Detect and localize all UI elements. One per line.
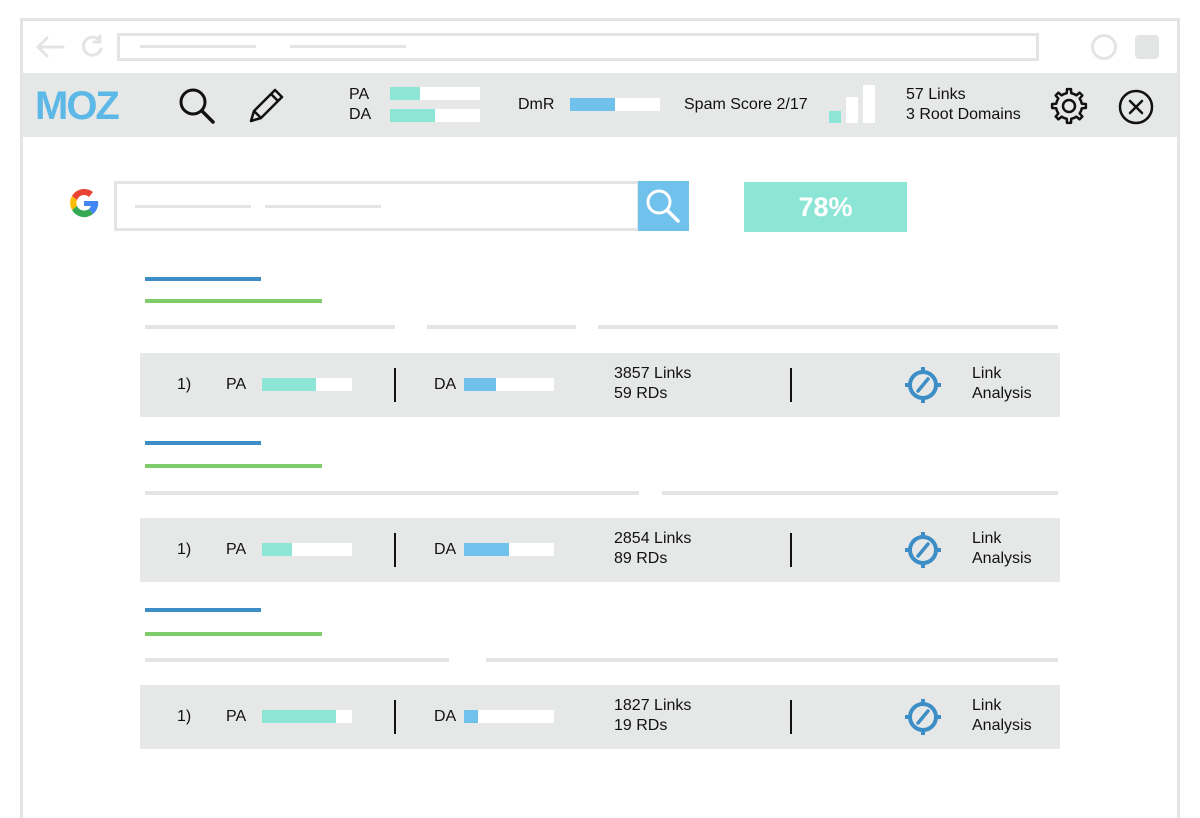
result-da-bar-fill [464, 710, 478, 723]
divider [394, 533, 396, 567]
spam-score-label: Spam Score 2/17 [684, 96, 808, 113]
result-metrics-row: 1) PA DA 1827 Links 19 RDs Link Analysis [140, 685, 1060, 749]
close-circle-icon[interactable] [1117, 88, 1155, 126]
link-analysis-target-icon[interactable] [904, 531, 942, 569]
result-da-bar [464, 710, 554, 723]
result-snippet-line [427, 325, 576, 329]
result-rank: 1) [177, 376, 192, 393]
result-pa-bar [262, 543, 352, 556]
result-pa-bar [262, 710, 352, 723]
refresh-icon[interactable] [79, 34, 105, 60]
result-title-line[interactable] [145, 608, 261, 612]
result-pa-label: PA [226, 541, 247, 558]
search-placeholder-line [135, 205, 251, 208]
link-analysis-target-icon[interactable] [904, 366, 942, 404]
toolbar-links-label: 57 Links [906, 86, 966, 103]
moz-toolbar: MOZ PA DA DmR Spam Score 2/17 [23, 73, 1177, 137]
divider [790, 533, 792, 567]
search-input[interactable] [114, 181, 640, 231]
result-url-line[interactable] [145, 464, 322, 468]
divider [394, 368, 396, 402]
result-snippet-line [598, 325, 1058, 329]
result-links: 2854 Links [614, 530, 692, 547]
result-links: 3857 Links [614, 365, 692, 382]
divider [790, 368, 792, 402]
result-pa-bar-fill [262, 710, 336, 723]
link-analysis-target-icon[interactable] [904, 698, 942, 736]
link-analysis-label[interactable]: Analysis [972, 550, 1032, 567]
moz-logo: MOZ [35, 87, 121, 123]
result-da-bar-fill [464, 378, 496, 391]
link-analysis-label[interactable]: Link [972, 365, 1002, 382]
toolbar-pa-label: PA [349, 86, 370, 103]
score-badge: 78% [744, 182, 907, 232]
window-circle-button[interactable] [1091, 34, 1117, 60]
spam-score-bar-3 [863, 85, 875, 123]
result-da-label: DA [434, 376, 457, 393]
result-pa-label: PA [226, 376, 247, 393]
spam-score-bar-1 [829, 111, 841, 123]
result-snippet-line [145, 658, 449, 662]
arrow-left-icon[interactable] [33, 35, 67, 59]
spam-score-bar-2 [846, 97, 858, 123]
result-da-bar-fill [464, 543, 509, 556]
result-pa-bar-fill [262, 543, 292, 556]
url-bar[interactable] [117, 33, 1039, 61]
result-snippet-line [145, 325, 395, 329]
svg-text:MOZ: MOZ [35, 87, 119, 123]
toolbar-pa-bar [390, 87, 480, 100]
toolbar-da-bar-fill [390, 109, 435, 122]
toolbar-dmr-bar-fill [570, 98, 615, 111]
search-icon [646, 189, 680, 223]
result-title-line[interactable] [145, 277, 261, 281]
url-placeholder-line [290, 45, 406, 48]
google-icon [70, 188, 99, 218]
result-title-line[interactable] [145, 441, 261, 445]
pencil-icon[interactable] [245, 85, 287, 127]
search-button[interactable] [638, 181, 689, 231]
gear-icon[interactable] [1049, 86, 1089, 126]
result-da-bar [464, 378, 554, 391]
result-rds: 89 RDs [614, 550, 668, 567]
result-snippet-line [145, 491, 639, 495]
result-snippet-line [662, 491, 1058, 495]
link-analysis-label[interactable]: Link [972, 697, 1002, 714]
result-rank: 1) [177, 541, 192, 558]
result-rds: 59 RDs [614, 385, 668, 402]
toolbar-da-label: DA [349, 106, 372, 123]
toolbar-da-bar [390, 109, 480, 122]
result-rank: 1) [177, 708, 192, 725]
result-da-bar [464, 543, 554, 556]
search-placeholder-line [265, 205, 381, 208]
browser-chrome [23, 21, 1177, 73]
result-url-line[interactable] [145, 299, 322, 303]
result-pa-bar-fill [262, 378, 316, 391]
toolbar-dmr-label: DmR [518, 96, 555, 113]
link-analysis-label[interactable]: Link [972, 530, 1002, 547]
result-rds: 19 RDs [614, 717, 668, 734]
toolbar-pa-bar-fill [390, 87, 420, 100]
toolbar-root-domains-label: 3 Root Domains [906, 106, 1021, 123]
result-snippet-line [486, 658, 1058, 662]
result-links: 1827 Links [614, 697, 692, 714]
toolbar-dmr-bar [570, 98, 660, 111]
result-metrics-row: 1) PA DA 2854 Links 89 RDs Link Analysis [140, 518, 1060, 582]
window-square-button[interactable] [1135, 35, 1159, 59]
divider [790, 700, 792, 734]
link-analysis-label[interactable]: Analysis [972, 385, 1032, 402]
result-pa-bar [262, 378, 352, 391]
browser-window: MOZ PA DA DmR Spam Score 2/17 [20, 18, 1180, 818]
result-pa-label: PA [226, 708, 247, 725]
link-analysis-label[interactable]: Analysis [972, 717, 1032, 734]
url-placeholder-line [140, 45, 256, 48]
result-url-line[interactable] [145, 632, 322, 636]
result-metrics-row: 1) PA DA 3857 Links 59 RDs Link Analysis [140, 353, 1060, 417]
divider [394, 700, 396, 734]
result-da-label: DA [434, 541, 457, 558]
search-icon[interactable] [177, 86, 217, 126]
result-da-label: DA [434, 708, 457, 725]
